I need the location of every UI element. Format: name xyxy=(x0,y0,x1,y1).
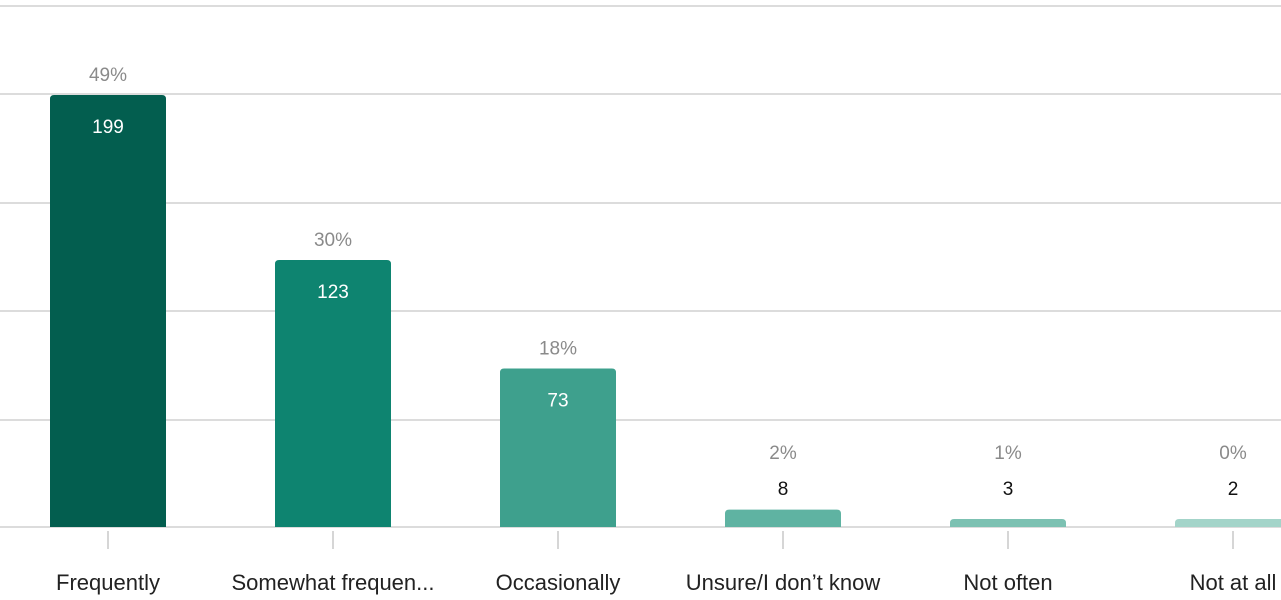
category-label: Not often xyxy=(963,570,1052,595)
percent-label: 30% xyxy=(314,230,352,251)
category-label: Not at all xyxy=(1190,570,1277,595)
category-label: Unsure/I don’t know xyxy=(686,570,881,595)
bar-2 xyxy=(275,259,391,527)
bar-6 xyxy=(1175,519,1281,527)
category-label: Occasionally xyxy=(496,570,621,595)
percent-label: 18% xyxy=(539,339,577,360)
bar-5 xyxy=(950,519,1066,527)
count-label: 8 xyxy=(778,479,789,500)
count-label: 3 xyxy=(1003,479,1014,500)
percent-label: 2% xyxy=(769,443,797,464)
gridlines xyxy=(0,5,1281,549)
category-label: Frequently xyxy=(56,570,160,595)
percent-label: 49% xyxy=(89,65,127,86)
bar-3 xyxy=(500,368,616,527)
bar-1 xyxy=(50,95,166,527)
category-label: Somewhat frequen... xyxy=(231,570,434,595)
count-label: 2 xyxy=(1228,479,1239,500)
bar-4 xyxy=(725,509,841,527)
count-label: 199 xyxy=(92,117,124,138)
count-label: 123 xyxy=(317,282,349,303)
count-label: 73 xyxy=(547,391,568,412)
percent-label: 0% xyxy=(1219,443,1247,464)
percent-label: 1% xyxy=(994,443,1022,464)
bars xyxy=(50,95,1281,527)
